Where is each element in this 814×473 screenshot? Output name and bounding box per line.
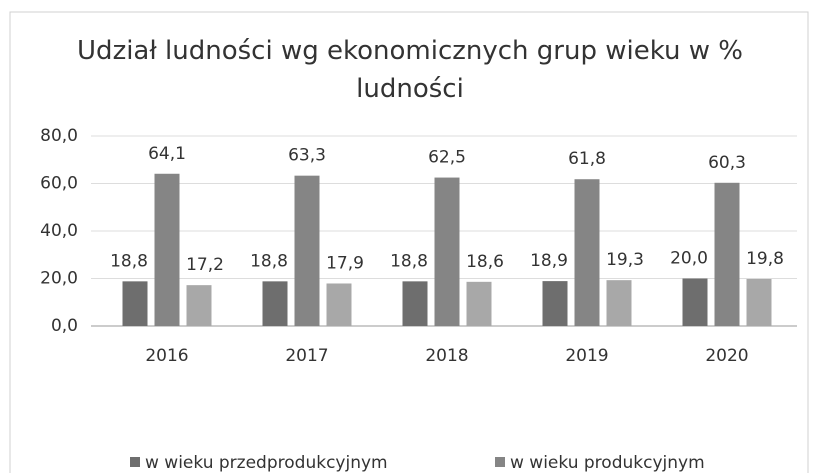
bar: [714, 182, 740, 326]
bar: [746, 278, 772, 326]
data-label: 62,5: [428, 148, 466, 168]
x-tick-label: 2020: [705, 346, 748, 366]
bar: [574, 179, 600, 326]
data-label: 18,9: [530, 251, 568, 271]
bar: [606, 280, 632, 326]
data-label: 61,8: [568, 149, 606, 169]
legend-label: w wieku produkcyjnym: [510, 453, 705, 473]
data-label: 20,0: [670, 249, 708, 269]
x-tick-label: 2016: [145, 346, 188, 366]
bar: [402, 281, 428, 326]
data-label: 64,1: [148, 144, 186, 164]
data-label: 18,8: [250, 251, 288, 271]
chart-title: Udział ludności wg ekonomicznych grup wi…: [77, 36, 743, 104]
legend-swatch: [130, 457, 140, 467]
bar: [262, 281, 288, 326]
x-tick-label: 2019: [565, 346, 608, 366]
data-label: 18,8: [110, 251, 148, 271]
data-label: 17,2: [186, 255, 224, 275]
legend-label: w wieku przedprodukcyjnym: [145, 453, 388, 473]
data-label: 60,3: [708, 153, 746, 173]
y-tick-label: 20,0: [40, 269, 78, 289]
x-tick-label: 2018: [425, 346, 468, 366]
y-tick-label: 80,0: [40, 126, 78, 146]
data-label: 17,9: [326, 253, 364, 273]
bar: [466, 281, 492, 326]
bar: [682, 278, 708, 326]
data-label: 18,8: [390, 251, 428, 271]
data-label: 63,3: [288, 146, 326, 166]
data-label: 19,8: [746, 249, 784, 269]
frame: [9, 11, 809, 473]
bar: [154, 173, 180, 326]
bar: [294, 175, 320, 326]
bar: [186, 285, 212, 326]
legend-swatch: [495, 457, 505, 467]
y-tick-label: 0,0: [51, 316, 78, 336]
bar: [326, 283, 352, 326]
bar: [542, 281, 568, 326]
data-label: 19,3: [606, 250, 644, 270]
x-tick-label: 2017: [285, 346, 328, 366]
y-tick-label: 60,0: [40, 174, 78, 194]
data-label: 18,6: [466, 252, 504, 272]
bar: [122, 281, 148, 326]
y-tick-label: 40,0: [40, 221, 78, 241]
bar: [434, 177, 460, 326]
